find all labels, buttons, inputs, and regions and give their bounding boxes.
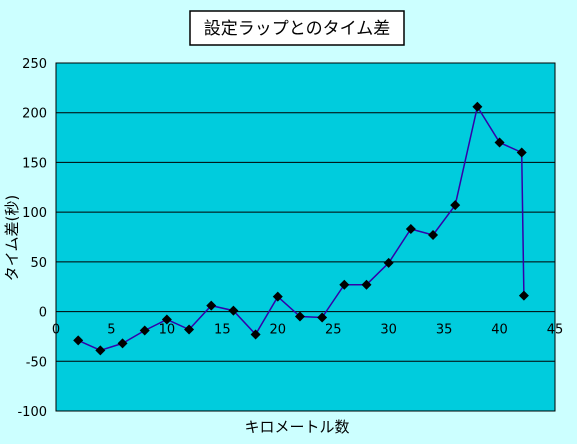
data-point (184, 324, 195, 335)
title-box (189, 10, 405, 46)
y-tick-label: 250 (22, 57, 47, 72)
data-point (428, 230, 439, 241)
data-markers (73, 101, 529, 356)
data-point (361, 279, 372, 290)
data-point (272, 291, 283, 302)
data-point (405, 224, 416, 235)
data-point (161, 314, 172, 325)
x-tick-label: 45 (547, 323, 564, 338)
data-point (518, 290, 529, 301)
x-tick-label: 5 (107, 323, 115, 338)
y-tick-label: 200 (22, 107, 47, 122)
data-point (339, 279, 350, 290)
data-point (294, 311, 305, 322)
data-point (494, 137, 505, 148)
x-tick-label: 35 (436, 323, 453, 338)
data-point (117, 338, 128, 349)
data-point (450, 200, 461, 211)
data-point (516, 147, 527, 158)
data-point (250, 329, 261, 340)
data-point (228, 305, 239, 316)
x-tick-label: 40 (491, 323, 508, 338)
x-tick-label: 30 (380, 323, 397, 338)
plot-area (56, 63, 555, 411)
y-tick-label: -50 (26, 355, 47, 370)
x-tick-label: 0 (52, 323, 60, 338)
x-tick-label: 25 (325, 323, 342, 338)
y-tick-label: -100 (17, 405, 47, 420)
series-line (77, 104, 525, 352)
plot-border (55, 62, 556, 412)
x-tick-label: 15 (214, 323, 231, 338)
gridlines (56, 112, 555, 362)
y-tick-label: 0 (39, 306, 47, 321)
data-point (472, 101, 483, 112)
y-axis-label: タイム差(秒) (3, 195, 21, 281)
y-tick-label: 150 (22, 156, 47, 171)
x-tick-labels: 0 5 10 15 20 25 30 35 40 45 (52, 323, 563, 338)
data-point (206, 300, 217, 311)
chart-title: 設定ラップとのタイム差 (204, 19, 391, 39)
data-point (139, 325, 150, 336)
y-tick-label: 100 (22, 206, 47, 221)
x-tick-label: 10 (159, 323, 176, 338)
data-point (317, 312, 328, 323)
data-point (383, 257, 394, 268)
data-point (73, 335, 84, 346)
y-tick-label: 50 (30, 256, 47, 271)
y-tick-labels: -100 -50 0 50 100 150 200 250 (17, 57, 47, 420)
x-axis-label: キロメートル数 (244, 418, 349, 436)
x-tick-label: 20 (270, 323, 287, 338)
data-point (95, 345, 106, 356)
